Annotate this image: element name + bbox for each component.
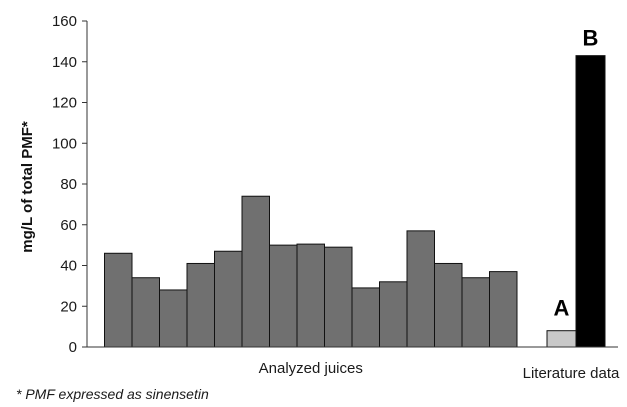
y-tick-label: 40 xyxy=(60,258,77,275)
bar-analyzed-juice xyxy=(406,230,435,348)
bar-literature-a xyxy=(546,330,577,348)
bar-analyzed-juice xyxy=(461,277,490,348)
category-label-literature-data: Literature data xyxy=(523,365,620,382)
y-tick-label: 0 xyxy=(69,339,77,356)
bar-analyzed-juice xyxy=(269,244,298,348)
footnote: * PMF expressed as sinensetin xyxy=(16,386,209,402)
y-tick-label: 60 xyxy=(60,217,77,234)
y-axis-title: mg/L of total PMF* xyxy=(19,121,36,253)
bar-analyzed-juice xyxy=(489,271,518,348)
category-label-analyzed-juices: Analyzed juices xyxy=(259,360,363,377)
y-tick-label: 80 xyxy=(60,176,77,193)
bar-analyzed-juice xyxy=(131,277,160,348)
y-tick-label: 120 xyxy=(52,95,77,112)
bar-analyzed-juice xyxy=(104,252,133,348)
y-axis: 0 20 40 60 80 100 120 140 160 xyxy=(52,13,88,356)
bar-annotations: AB xyxy=(554,26,599,321)
bar-analyzed-juice xyxy=(296,243,325,348)
bar-analyzed-juice xyxy=(214,250,243,348)
bar-analyzed-juice xyxy=(434,262,463,348)
bar-analyzed-juice xyxy=(186,262,215,348)
bar-analyzed-juice xyxy=(379,281,408,348)
y-tick-label: 160 xyxy=(52,13,77,30)
bar-analyzed-juice xyxy=(324,246,353,348)
bar-analyzed-juice xyxy=(159,289,188,348)
bar-label-a: A xyxy=(554,296,570,321)
bar-analyzed-juice xyxy=(351,287,380,348)
y-tick-label: 20 xyxy=(60,298,77,315)
bar-literature-b xyxy=(575,55,606,348)
bar-analyzed-juice xyxy=(241,195,270,348)
y-tick-label: 140 xyxy=(52,54,77,71)
bars xyxy=(104,55,606,348)
bar-label-b: B xyxy=(583,26,599,51)
category-labels: Analyzed juices Literature data xyxy=(259,360,620,382)
y-tick-label: 100 xyxy=(52,135,77,152)
